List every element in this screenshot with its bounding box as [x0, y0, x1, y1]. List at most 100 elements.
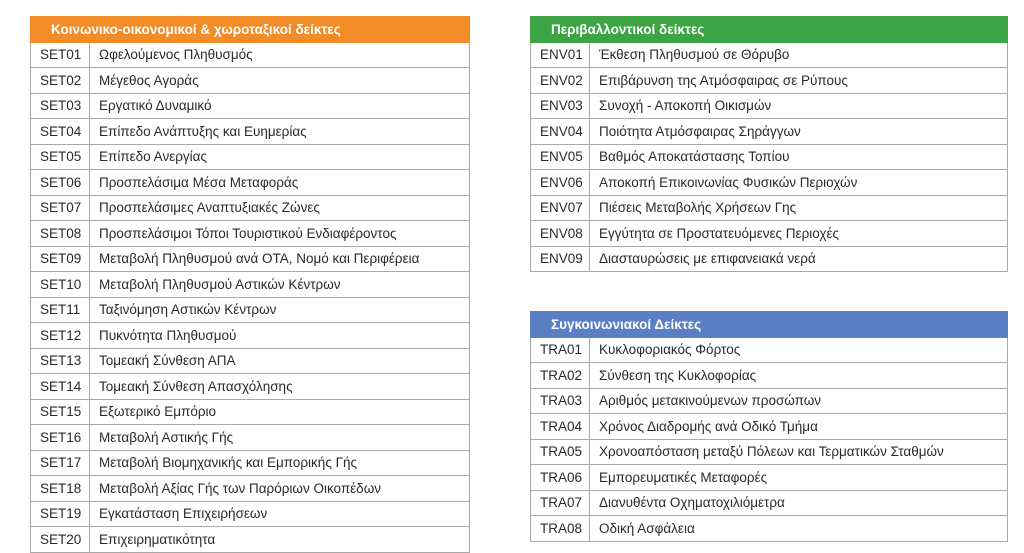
table-row: SET09 Μεταβολή Πληθυσμού ανά ΟΤΑ, Νομό κα… — [30, 245, 470, 272]
indicator-label: Πιέσεις Μεταβολής Χρήσεων Γης — [589, 194, 1008, 221]
table-row: TRA02 Σύνθεση της Κυκλοφορίας — [530, 362, 1008, 389]
indicator-label: Ωφελούμενος Πληθυσμός — [89, 41, 470, 68]
indicator-code: SET10 — [30, 271, 90, 298]
indicator-label: Ποιότητα Ατμόσφαιρας Σηράγγων — [589, 118, 1008, 145]
table-header: Περιβαλλοντικοί δείκτες — [530, 16, 1008, 43]
indicator-label: Εγγύτητα σε Προστατευόμενες Περιοχές — [589, 220, 1008, 247]
indicator-code: TRA01 — [530, 336, 590, 363]
indicator-code: TRA04 — [530, 413, 590, 440]
indicator-label: Επιβάρυνση της Ατμόσφαιρας σε Ρύπους — [589, 67, 1008, 94]
indicator-label: Μεταβολή Βιομηχανικής και Εμπορικής Γής — [89, 449, 470, 476]
table-row: TRA06 Εμπορευματικές Μεταφορές — [530, 464, 1008, 491]
indicator-label: Βαθμός Αποκατάστασης Τοπίου — [589, 143, 1008, 170]
table-row: TRA08 Οδική Ασφάλεια — [530, 515, 1008, 542]
indicator-code: SET01 — [30, 41, 90, 68]
indicator-code: SET16 — [30, 424, 90, 451]
table-row: ENV05 Βαθμός Αποκατάστασης Τοπίου — [530, 143, 1008, 170]
table-row: ENV06 Αποκοπή Επικοινωνίας Φυσικών Περιοχ… — [530, 169, 1008, 196]
indicator-label: Εγκατάσταση Επιχειρήσεων — [89, 500, 470, 527]
indicator-code: SET11 — [30, 296, 90, 323]
indicator-label: Εξωτερικό Εμπόριο — [89, 398, 470, 425]
table-row: ENV02 Επιβάρυνση της Ατμόσφαιρας σε Ρύπου… — [530, 67, 1008, 94]
indicator-code: TRA02 — [530, 362, 590, 389]
indicator-code: SET14 — [30, 373, 90, 400]
table-row: SET04 Επίπεδο Ανάπτυξης και Ευημερίας — [30, 118, 470, 145]
indicator-code: ENV03 — [530, 92, 590, 119]
table-row: SET14 Τομεακή Σύνθεση Απασχόλησης — [30, 373, 470, 400]
indicator-label: Σύνθεση της Κυκλοφορίας — [589, 362, 1008, 389]
table-row: ENV03 Συνοχή - Αποκοπή Οικισμών — [530, 92, 1008, 119]
table-row: TRA03 Αριθμός μετακινούμενων προσώπων — [530, 387, 1008, 414]
transport-indicators-table: Συγκοινωνιακοί Δείκτες TRA01 Κυκλοφοριακό… — [530, 311, 1008, 542]
indicator-code: ENV01 — [530, 41, 590, 68]
environmental-indicators-table: Περιβαλλοντικοί δείκτες ENV01 Έκθεση Πληθ… — [530, 16, 1008, 272]
table-row: TRA07 Διανυθέντα Οχηματοχιλιόμετρα — [530, 489, 1008, 516]
indicator-code: SET12 — [30, 322, 90, 349]
indicator-code: SET08 — [30, 220, 90, 247]
table-row: ENV09 Διασταυρώσεις με επιφανειακά νερά — [530, 245, 1008, 272]
table-row: SET01 Ωφελούμενος Πληθυσμός — [30, 41, 470, 68]
table-row: SET17 Μεταβολή Βιομηχανικής και Εμπορικής… — [30, 449, 470, 476]
indicator-label: Αποκοπή Επικοινωνίας Φυσικών Περιοχών — [589, 169, 1008, 196]
table-title: Περιβαλλοντικοί δείκτες — [530, 16, 1008, 43]
indicator-code: ENV09 — [530, 245, 590, 272]
indicator-label: Ταξινόμηση Αστικών Κέντρων — [89, 296, 470, 323]
indicator-code: TRA06 — [530, 464, 590, 491]
indicator-code: TRA05 — [530, 438, 590, 465]
table-row: SET05 Επίπεδο Ανεργίας — [30, 143, 470, 170]
indicator-code: SET20 — [30, 526, 90, 553]
table-row: SET02 Μέγεθος Αγοράς — [30, 67, 470, 94]
indicator-code: SET02 — [30, 67, 90, 94]
indicator-label: Έκθεση Πληθυσμού σε Θόρυβο — [589, 41, 1008, 68]
indicator-code: SET03 — [30, 92, 90, 119]
indicator-label: Κυκλοφοριακός Φόρτος — [589, 336, 1008, 363]
table-row: TRA01 Κυκλοφοριακός Φόρτος — [530, 336, 1008, 363]
indicator-code: SET17 — [30, 449, 90, 476]
indicator-code: TRA03 — [530, 387, 590, 414]
table-row: TRA05 Χρονοαπόσταση μεταξύ Πόλεων και Τερ… — [530, 438, 1008, 465]
indicator-code: SET09 — [30, 245, 90, 272]
indicator-label: Οδική Ασφάλεια — [589, 515, 1008, 542]
indicator-code: SET07 — [30, 194, 90, 221]
indicator-label: Αριθμός μετακινούμενων προσώπων — [589, 387, 1008, 414]
table-row: SET11 Ταξινόμηση Αστικών Κέντρων — [30, 296, 470, 323]
table-header: Κοινωνικο-οικονομικοί & χωροταξικοί δείκ… — [30, 16, 470, 43]
table-row: TRA04 Χρόνος Διαδρομής ανά Οδικό Τμήμα — [530, 413, 1008, 440]
indicator-label: Επίπεδο Ανάπτυξης και Ευημερίας — [89, 118, 470, 145]
indicator-label: Χρονοαπόσταση μεταξύ Πόλεων και Τερματικ… — [589, 438, 1008, 465]
indicator-label: Διασταυρώσεις με επιφανειακά νερά — [589, 245, 1008, 272]
indicator-code: ENV02 — [530, 67, 590, 94]
indicator-code: TRA08 — [530, 515, 590, 542]
table-row: SET13 Τομεακή Σύνθεση ΑΠΑ — [30, 347, 470, 374]
indicator-label: Τομεακή Σύνθεση Απασχόλησης — [89, 373, 470, 400]
indicator-label: Τομεακή Σύνθεση ΑΠΑ — [89, 347, 470, 374]
indicator-code: ENV08 — [530, 220, 590, 247]
indicator-label: Εμπορευματικές Μεταφορές — [589, 464, 1008, 491]
table-row: SET03 Εργατικό Δυναμικό — [30, 92, 470, 119]
indicator-label: Μεταβολή Αστικής Γής — [89, 424, 470, 451]
indicator-label: Συνοχή - Αποκοπή Οικισμών — [589, 92, 1008, 119]
indicator-code: SET18 — [30, 475, 90, 502]
table-row: SET18 Μεταβολή Αξίας Γής των Παρόριων Οικ… — [30, 475, 470, 502]
indicator-code: SET05 — [30, 143, 90, 170]
table-row: SET06 Προσπελάσιμα Μέσα Μεταφοράς — [30, 169, 470, 196]
socioeconomic-indicators-table: Κοινωνικο-οικονομικοί & χωροταξικοί δείκ… — [30, 16, 470, 553]
indicator-code: ENV05 — [530, 143, 590, 170]
indicator-label: Προσπελάσιμες Αναπτυξιακές Ζώνες — [89, 194, 470, 221]
table-row: SET20 Επιχειρηματικότητα — [30, 526, 470, 553]
table-header: Συγκοινωνιακοί Δείκτες — [530, 311, 1008, 338]
indicator-code: SET04 — [30, 118, 90, 145]
indicator-label: Διανυθέντα Οχηματοχιλιόμετρα — [589, 489, 1008, 516]
table-row: ENV08 Εγγύτητα σε Προστατευόμενες Περιοχέ… — [530, 220, 1008, 247]
table-row: SET07 Προσπελάσιμες Αναπτυξιακές Ζώνες — [30, 194, 470, 221]
indicator-label: Μέγεθος Αγοράς — [89, 67, 470, 94]
indicator-label: Χρόνος Διαδρομής ανά Οδικό Τμήμα — [589, 413, 1008, 440]
indicator-label: Προσπελάσιμα Μέσα Μεταφοράς — [89, 169, 470, 196]
indicator-label: Προσπελάσιμοι Τόποι Τουριστικού Ενδιαφέρ… — [89, 220, 470, 247]
indicator-code: SET06 — [30, 169, 90, 196]
table-title: Συγκοινωνιακοί Δείκτες — [530, 311, 1008, 338]
indicator-label: Πυκνότητα Πληθυσμού — [89, 322, 470, 349]
indicator-label: Μεταβολή Πληθυσμού Αστικών Κέντρων — [89, 271, 470, 298]
indicator-code: ENV06 — [530, 169, 590, 196]
table-row: ENV04 Ποιότητα Ατμόσφαιρας Σηράγγων — [530, 118, 1008, 145]
